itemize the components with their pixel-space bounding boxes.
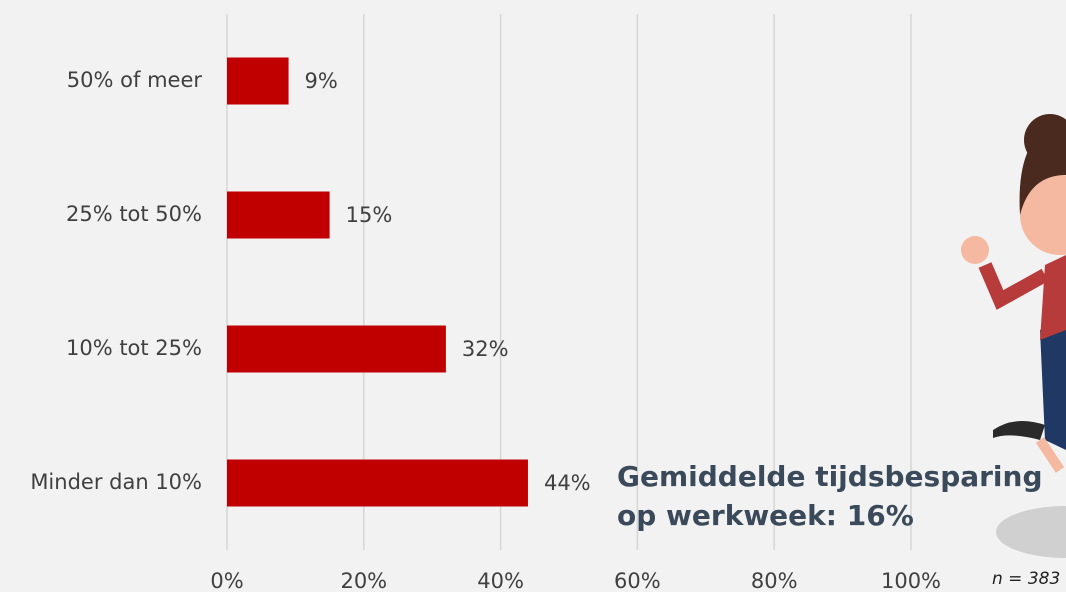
y-tick-label: 10% tot 25%	[66, 336, 202, 360]
bar	[227, 325, 446, 373]
bar	[227, 57, 289, 105]
value-label: 15%	[346, 203, 393, 227]
value-label: 32%	[462, 337, 509, 361]
annotation: Gemiddelde tijdsbesparing	[617, 460, 1043, 493]
y-tick-label: 25% tot 50%	[66, 202, 202, 226]
x-tick-label: 0%	[210, 569, 243, 592]
y-tick-label: 50% of meer	[67, 68, 203, 92]
x-tick-label: 100%	[881, 569, 941, 592]
x-tick-label: 60%	[614, 569, 661, 592]
x-tick-label: 80%	[751, 569, 798, 592]
value-label: 9%	[305, 69, 338, 93]
sample-size: n = 383	[992, 569, 1060, 589]
bar	[227, 459, 528, 507]
y-tick-label: Minder dan 10%	[30, 470, 202, 494]
x-tick-label: 40%	[477, 569, 524, 592]
annotation: op werkweek: 16%	[617, 499, 914, 532]
x-tick-label: 20%	[340, 569, 387, 592]
illustration	[961, 114, 1066, 558]
value-label: 44%	[544, 471, 591, 495]
bar	[227, 191, 330, 239]
